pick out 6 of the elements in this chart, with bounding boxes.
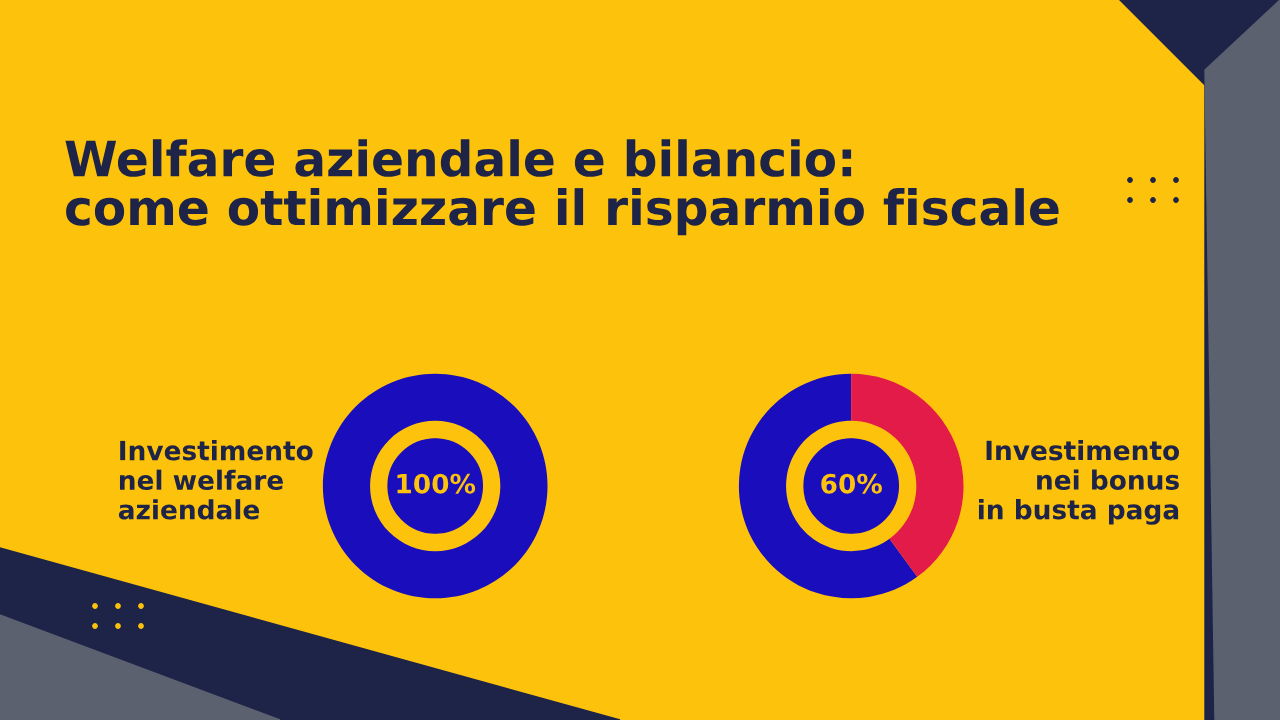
donut-slice [738,373,918,599]
data-label: 100% [397,473,476,494]
text: Investimento nel welfare aziendale [118,440,313,520]
text: Investimento nei bonus in busta paga [978,439,1180,525]
text: 60% [821,473,882,494]
text: Welfare aziendale e bilancio: come ottimizzare il risparmio fiscale [65,139,1059,236]
